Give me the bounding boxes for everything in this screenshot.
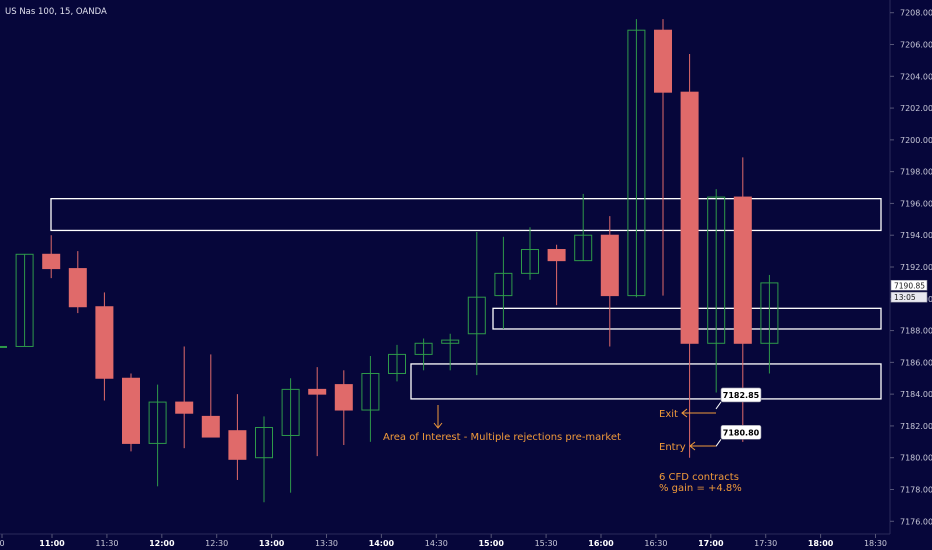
time-tick-label: 16:30 — [644, 539, 667, 548]
price-tags: 7190.85 13:05 — [890, 279, 928, 303]
bullish-candle — [388, 353, 406, 374]
level-label-connector — [715, 401, 722, 410]
level-label-text: 7182.85 — [723, 391, 760, 400]
price-tick-label: 7184.00 — [900, 390, 932, 399]
bearish-candle — [68, 268, 87, 308]
time-tick-label: 13:00 — [259, 539, 285, 548]
entry-arrowhead — [689, 441, 696, 451]
exit-annotation: Exit — [659, 409, 678, 420]
level-labels: 7182.85 7180.80 — [715, 387, 762, 447]
time-tick-label: 18:00 — [808, 539, 834, 548]
exit-arrowhead — [681, 408, 688, 418]
annotation-arrows — [433, 405, 716, 451]
bearish-candle — [201, 415, 220, 438]
bearish-candle — [42, 253, 61, 270]
level-label-box — [720, 387, 762, 403]
price-tick-label: 7192.00 — [900, 263, 932, 272]
time-tick-label: 14:00 — [369, 539, 395, 548]
price-tag-label: 7190.85 — [894, 281, 925, 290]
bullish-candle — [467, 296, 486, 335]
bullish-candle — [414, 342, 433, 355]
level-label-connector — [715, 438, 722, 447]
bullish-candle — [441, 339, 460, 344]
candles-layer — [0, 19, 779, 503]
bearish-candle — [547, 249, 566, 262]
price-tick-label: 7178.00 — [900, 486, 932, 495]
bullish-candle — [574, 234, 593, 262]
bullish-candle — [15, 253, 34, 347]
price-tick-label: 7208.00 — [900, 9, 932, 18]
area-of-interest-arrowhead — [433, 422, 443, 429]
price-axis-ticks: 7176.00 7178.00 7180.00 7182.00 7184.00 7186.… — [890, 9, 932, 526]
bullish-candle — [281, 388, 300, 436]
contracts-annotation: 6 CFD contracts — [659, 472, 739, 483]
price-tick-label: 7180.00 — [900, 454, 932, 463]
bearish-candle — [308, 388, 327, 395]
bearish-candle — [228, 430, 247, 460]
upper-zone-box — [50, 198, 882, 232]
bearish-candle — [680, 91, 699, 344]
bullish-candle — [494, 272, 513, 297]
time-tick-label: 12:00 — [149, 539, 175, 548]
price-tick-label: 7202.00 — [900, 104, 932, 113]
bearish-candle — [175, 401, 194, 414]
area-of-interest-box — [410, 363, 882, 400]
bearish-candle — [334, 384, 353, 411]
price-tag — [890, 279, 928, 291]
time-tick-label: 15:00 — [478, 539, 504, 548]
bearish-candle — [95, 306, 114, 379]
time-tick-label: 12:30 — [205, 539, 228, 548]
bullish-candle — [707, 196, 726, 344]
chart-title: US Nas 100, 15, OANDA — [5, 7, 107, 17]
gain-annotation: % gain = +4.8% — [659, 483, 742, 494]
price-tick-label: 7206.00 — [900, 41, 932, 50]
time-tick-label: 17:00 — [698, 539, 724, 548]
bearish-candle — [654, 29, 672, 93]
price-tick-label: 7186.00 — [900, 358, 932, 367]
time-tick-label: 16:00 — [588, 539, 614, 548]
level-label-box — [720, 424, 762, 440]
time-tick-label: 14:30 — [425, 539, 448, 548]
bearish-candle — [600, 234, 619, 297]
bullish-candle — [760, 282, 779, 344]
bullish-candle — [0, 345, 7, 348]
price-tick-label: 7196.00 — [900, 199, 932, 208]
bullish-candle — [255, 427, 273, 459]
time-tick-label: 11:00 — [39, 539, 65, 548]
time-tick-label: 18:30 — [864, 539, 887, 548]
time-tick-label: 11:30 — [95, 539, 118, 548]
time-tick-label: 17:30 — [754, 539, 777, 548]
bullish-candle — [627, 29, 646, 297]
price-tick-label: 7188.00 — [900, 327, 932, 336]
entry-annotation: Entry — [659, 442, 686, 453]
price-tick-label: 7204.00 — [900, 72, 932, 81]
time-tick-label: 0 — [0, 539, 5, 548]
bearish-candle — [733, 196, 752, 344]
level-label-text: 7180.80 — [723, 428, 760, 437]
area-of-interest-annotation: Area of Interest - Multiple rejections p… — [383, 432, 621, 443]
price-tick-label: 7182.00 — [900, 422, 932, 431]
bullish-candle — [521, 249, 539, 274]
time-tick-label: 15:30 — [535, 539, 558, 548]
time-axis-ticks: 0 11:00 11:30 12:00 12:30 13:00 13:30 14:00 14:3… — [0, 534, 887, 548]
time-tick-label: 13:30 — [315, 539, 338, 548]
bullish-candle — [361, 372, 380, 411]
price-tag — [890, 291, 928, 303]
bearish-candle — [122, 377, 140, 444]
price-tick-label: 7176.00 — [900, 517, 932, 526]
price-tick-label: 7200.00 — [900, 136, 932, 145]
bullish-candle — [148, 401, 167, 444]
price-tag-label: 13:05 — [894, 293, 916, 302]
price-tick-label: 7194.00 — [900, 231, 932, 240]
price-tick-label: 7198.00 — [900, 168, 932, 177]
